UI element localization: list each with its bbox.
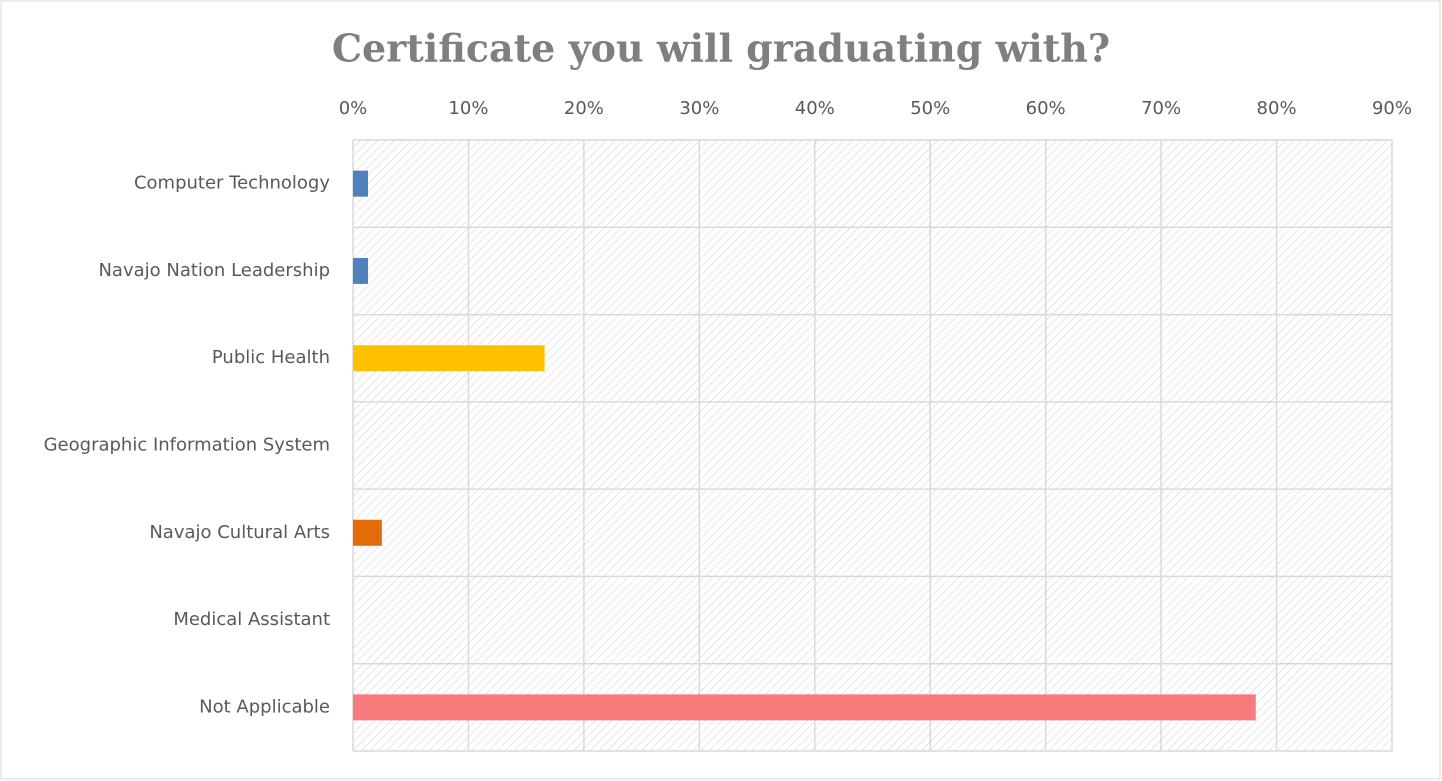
y-tick-label: Not Applicable <box>199 696 330 717</box>
x-tick-label: 60% <box>1026 98 1066 119</box>
bar <box>353 257 369 284</box>
y-tick-label: Computer Technology <box>134 173 330 194</box>
x-tick-label: 90% <box>1372 98 1412 119</box>
bar <box>353 345 545 372</box>
y-tick-label: Medical Assistant <box>173 609 330 630</box>
plot-area <box>353 140 1392 751</box>
bar <box>353 170 369 197</box>
x-tick-label: 70% <box>1141 98 1181 119</box>
x-tick-label: 40% <box>795 98 835 119</box>
chart-title: Certificate you will graduating with? <box>332 26 1110 71</box>
x-tick-label: 80% <box>1257 98 1297 119</box>
y-tick-label: Navajo Nation Leadership <box>98 260 330 281</box>
bar <box>353 519 382 546</box>
x-tick-label: 10% <box>448 98 488 119</box>
x-tick-label: 20% <box>564 98 604 119</box>
y-tick-label: Public Health <box>212 347 330 368</box>
y-tick-label: Navajo Cultural Arts <box>149 522 330 543</box>
x-tick-label: 30% <box>679 98 719 119</box>
bar <box>353 694 1256 721</box>
x-tick-label: 0% <box>339 98 368 119</box>
y-tick-label: Geographic Information System <box>44 435 330 456</box>
x-tick-label: 50% <box>910 98 950 119</box>
